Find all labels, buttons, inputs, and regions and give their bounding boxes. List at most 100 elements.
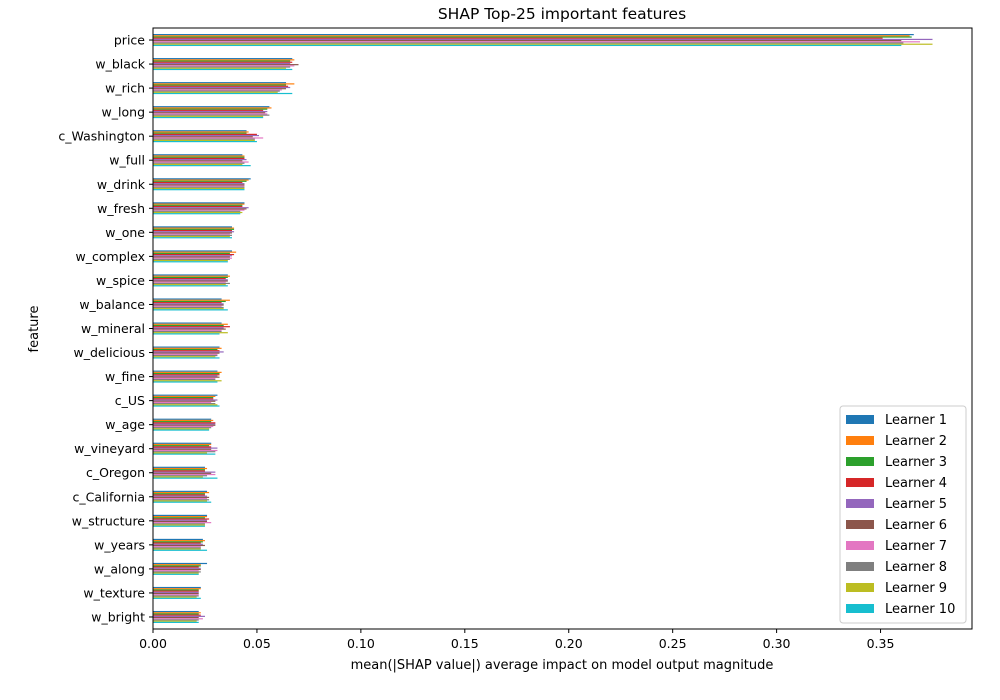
- bar-w-bright-learner-4: [153, 614, 201, 616]
- bar-w-along-learner-9: [153, 572, 199, 574]
- bar-w-balance-learner-5: [153, 303, 224, 305]
- bar-w-structure-learner-6: [153, 520, 208, 523]
- bar-c-california-learner-1: [153, 490, 208, 492]
- bar-w-complex-learner-1: [153, 250, 232, 252]
- bar-w-years-learner-10: [153, 549, 208, 551]
- y-tick-label: w_spice: [96, 273, 145, 288]
- bar-w-fresh-learner-2: [153, 203, 245, 205]
- bar-w-full-learner-5: [153, 159, 247, 161]
- bar-c-oregon-learner-5: [153, 471, 216, 473]
- bar-w-along-learner-7: [153, 570, 199, 572]
- legend-label-learner-4: Learner 4: [885, 476, 947, 491]
- bars-group: [153, 34, 933, 623]
- bar-w-one-learner-8: [153, 234, 232, 236]
- bar-c-washington-learner-1: [153, 130, 247, 132]
- legend-swatch-learner-5: [846, 499, 874, 508]
- bar-w-balance-learner-8: [153, 306, 224, 309]
- bar-c-oregon-learner-3: [153, 469, 205, 471]
- bar-c-us-learner-2: [153, 395, 216, 398]
- bar-w-delicious-learner-3: [153, 348, 218, 351]
- bar-w-black-learner-4: [153, 61, 293, 63]
- bar-c-california-learner-8: [153, 499, 210, 501]
- bar-w-balance-learner-4: [153, 302, 222, 304]
- bar-w-drink-learner-1: [153, 178, 251, 180]
- bar-w-fine-learner-6: [153, 376, 220, 378]
- bar-w-spice-learner-9: [153, 284, 226, 286]
- bar-w-vineyard-learner-6: [153, 448, 212, 450]
- bar-w-balance-learner-2: [153, 299, 230, 301]
- bar-w-complex-learner-2: [153, 251, 237, 253]
- bar-w-rich-learner-10: [153, 92, 293, 95]
- bar-w-rich-learner-2: [153, 83, 295, 85]
- bar-w-full-learner-10: [153, 165, 251, 167]
- legend-swatch-learner-9: [846, 583, 874, 592]
- bar-w-structure-learner-5: [153, 519, 208, 521]
- bar-w-texture-learner-10: [153, 597, 201, 599]
- bar-w-structure-learner-10: [153, 525, 205, 527]
- bar-c-us-learner-4: [153, 398, 214, 400]
- bar-w-along-learner-8: [153, 571, 201, 573]
- y-tick-label: w_full: [109, 153, 145, 168]
- bar-w-balance-learner-10: [153, 309, 228, 311]
- bar-w-spice-learner-5: [153, 279, 228, 281]
- bar-w-fine-learner-1: [153, 370, 218, 372]
- y-tick-label: w_bright: [91, 609, 145, 624]
- bar-w-structure-learner-9: [153, 524, 205, 526]
- bar-w-fresh-learner-6: [153, 208, 247, 210]
- legend-swatch-learner-4: [846, 478, 874, 487]
- bar-w-along-learner-6: [153, 568, 201, 571]
- bar-w-one-learner-4: [153, 229, 232, 232]
- bar-w-structure-learner-3: [153, 517, 205, 519]
- y-tick-label: w_balance: [79, 297, 145, 312]
- bar-w-drink-learner-9: [153, 187, 245, 190]
- bar-w-vineyard-learner-5: [153, 447, 218, 449]
- bar-w-bright-learner-9: [153, 620, 197, 622]
- bar-c-california-learner-3: [153, 493, 205, 495]
- bar-w-vineyard-learner-10: [153, 453, 216, 455]
- bar-w-spice-learner-8: [153, 282, 230, 285]
- bar-w-fine-learner-8: [153, 378, 216, 381]
- bar-c-oregon-learner-8: [153, 475, 208, 477]
- bar-w-one-learner-10: [153, 237, 232, 239]
- bar-w-fresh-learner-4: [153, 205, 243, 208]
- bar-w-one-learner-5: [153, 231, 235, 233]
- y-tick-label: w_long: [102, 105, 145, 120]
- bar-w-delicious-learner-4: [153, 350, 220, 352]
- bar-w-balance-learner-9: [153, 308, 224, 310]
- bar-w-complex-learner-3: [153, 252, 230, 254]
- bar-w-mineral-learner-3: [153, 324, 224, 327]
- bar-w-mineral-learner-5: [153, 327, 224, 329]
- bar-c-us-learner-9: [153, 404, 218, 406]
- bar-price-learner-6: [153, 40, 902, 42]
- bar-c-us-learner-1: [153, 394, 218, 396]
- bar-w-bright-learner-7: [153, 618, 203, 620]
- y-tick-label: w_complex: [76, 249, 145, 264]
- bar-w-rich-learner-4: [153, 85, 289, 87]
- legend-label-learner-1: Learner 1: [885, 413, 947, 428]
- x-tick-label: 0.10: [347, 636, 375, 651]
- bar-c-california-learner-10: [153, 501, 212, 503]
- bar-w-delicious-learner-5: [153, 351, 224, 353]
- bar-w-black-learner-1: [153, 58, 293, 60]
- bar-w-spice-learner-6: [153, 280, 228, 282]
- y-tick-label: w_age: [105, 417, 145, 432]
- bar-c-us-learner-7: [153, 401, 212, 404]
- bar-c-us-learner-6: [153, 400, 216, 402]
- bar-w-delicious-learner-7: [153, 353, 218, 355]
- bar-c-oregon-learner-10: [153, 477, 218, 479]
- bar-w-full-learner-3: [153, 156, 245, 158]
- bar-c-us-learner-8: [153, 403, 216, 405]
- bar-w-structure-learner-4: [153, 518, 210, 520]
- bar-c-california-learner-4: [153, 494, 205, 496]
- y-tick-label: c_US: [115, 393, 145, 408]
- bar-c-california-learner-9: [153, 500, 208, 502]
- y-tick-label: c_Washington: [58, 129, 145, 144]
- bar-w-fresh-learner-10: [153, 213, 241, 215]
- bar-price-learner-2: [153, 35, 910, 37]
- bar-w-long-learner-5: [153, 110, 268, 113]
- bar-w-complex-learner-5: [153, 255, 232, 257]
- bar-w-texture-learner-8: [153, 595, 199, 597]
- bar-w-mineral-learner-8: [153, 330, 222, 333]
- bar-w-mineral-learner-2: [153, 323, 228, 325]
